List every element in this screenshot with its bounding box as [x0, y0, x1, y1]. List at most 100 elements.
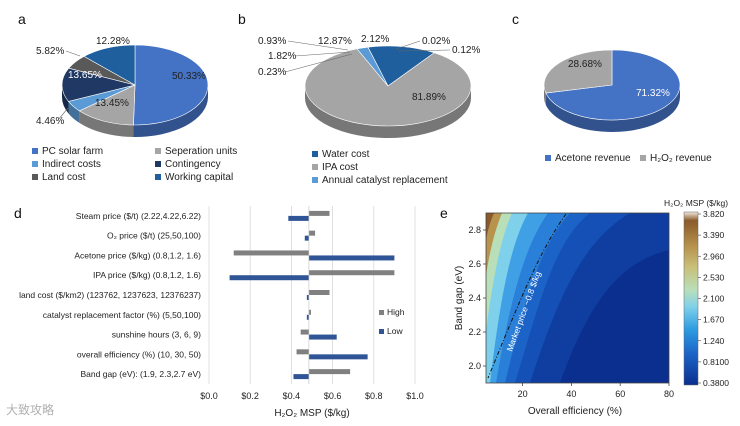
bar-d-category: IPA price ($/kg) (0.8,1.2, 1.6) [93, 270, 201, 280]
pie-a-slice-side-2 [68, 101, 80, 123]
pie-chart-c [543, 49, 681, 132]
colorbar-tick: 0.3800 [703, 378, 729, 388]
heatmap-e-xlabel: Overall efficiency (%) [528, 406, 622, 417]
pie-b-label-annual-catalyst: 2.12% [361, 34, 389, 45]
legend-d-low-swatch [379, 329, 384, 334]
legend-a-working-capital: Working capital [165, 172, 233, 183]
colorbar-tick: 3.390 [703, 230, 725, 240]
heatmap-e-ylabel: Band gap (eV) [454, 266, 465, 331]
heatmap-e-ytick: 2.0 [468, 361, 481, 371]
pie-b-label-water-cost: 12.87% [318, 36, 352, 47]
bar-d-category: land cost ($/km2) (123762, 1237623, 1237… [19, 290, 201, 300]
bar-d-high-bar [308, 270, 395, 276]
pie-a-slice-1 [78, 84, 136, 126]
bar-d-low-bar [293, 374, 309, 380]
tornado-chart-d-xticks: $0.0 $0.2 $0.4 $0.6 $0.8 $1.0 [200, 391, 424, 401]
pie-a-slice-5 [83, 44, 136, 86]
bar-d-high-bar [296, 349, 309, 355]
legend-a-indirect-costs: Indirect costs [42, 159, 101, 170]
pie-c-slice-side-0 [545, 85, 680, 132]
bar-d-low-bar [306, 314, 309, 320]
panel-label-e: e [440, 205, 448, 221]
bar-d-low-bar [229, 275, 309, 281]
bar-d-xtick: $1.0 [406, 391, 424, 401]
pie-a-label-pc-solar-farm: 50.33% [172, 71, 206, 82]
watermark: 大致攻略 [6, 403, 55, 417]
legend-d-high: High [387, 307, 405, 317]
bar-d-high-bar [308, 290, 330, 295]
heatmap-e-xtick: 60 [615, 389, 625, 399]
legend-c-h2o2: H₂O₂ revenue [650, 153, 712, 164]
bar-d-low-bar [288, 215, 309, 221]
tornado-chart-d-categories: Steam price ($/t) (2.22,4.22,6.22) O₂ pri… [19, 211, 201, 379]
legend-b: Water cost IPA cost Annual catalyst repl… [312, 149, 448, 186]
legend-a-land-cost: Land cost [42, 172, 86, 183]
colorbar-tick: 2.100 [703, 294, 725, 304]
bar-d-low-bar [308, 334, 337, 340]
bar-d-high-bar [308, 210, 330, 216]
heatmap-e-xtick: 40 [566, 389, 576, 399]
colorbar-tick: 2.960 [703, 251, 725, 261]
pie-b-slice-2 [356, 46, 389, 87]
colorbar-tick: 1.670 [703, 315, 725, 325]
legend-b-annual-catalyst: Annual catalyst replacement [322, 175, 448, 186]
heatmap-e-ytick: 2.2 [468, 327, 481, 337]
tornado-chart-d [208, 206, 416, 384]
bar-d-xtick: $0.0 [200, 391, 218, 401]
pie-b-label-other-2: 1.82% [268, 51, 296, 62]
pie-a-label-working-capital: 12.28% [96, 36, 130, 47]
pie-chart-b [304, 45, 472, 138]
bar-d-low-bar [308, 255, 395, 261]
pie-a-label-land-cost: 5.82% [36, 46, 64, 57]
bar-d-high-bar [308, 369, 351, 375]
pie-chart-a [61, 44, 209, 137]
pie-c-slice-0 [545, 49, 681, 121]
colorbar-tick: 3.820 [703, 209, 725, 219]
legend-c-acetone: Acetone revenue [555, 153, 631, 164]
pie-b-label-other-1: 0.93% [258, 36, 286, 47]
pie-c-slice-1 [543, 49, 613, 94]
heatmap-e-xtick: 80 [664, 389, 674, 399]
heatmap-e-xtick: 20 [518, 389, 528, 399]
bar-d-xtick: $0.4 [283, 391, 301, 401]
legend-d-low: Low [387, 326, 403, 336]
legend-c: Acetone revenue H₂O₂ revenue [545, 153, 712, 164]
pie-a-slice-3 [61, 67, 136, 102]
legend-a-seperation-units: Seperation units [165, 146, 237, 157]
heatmap-e-ytick: 2.6 [468, 259, 481, 269]
bar-d-xtick: $0.2 [241, 391, 259, 401]
pie-b-label-other-5: 0.12% [452, 45, 480, 56]
pie-a-label-seperation-units: 13.45% [95, 98, 129, 109]
colorbar-title: H₂O₂ MSP ($/kg) [664, 198, 728, 208]
bar-d-high-bar [233, 250, 309, 256]
bar-d-category: overall efficiency (%) (10, 30, 50) [77, 349, 201, 359]
legend-d-high-swatch [379, 310, 384, 315]
bar-d-category: catalyst replacement factor (%) (5,50,10… [43, 310, 201, 320]
bar-d-xtick: $0.6 [324, 391, 342, 401]
pie-b-label-other-4: 0.02% [422, 36, 450, 47]
bar-d-low-bar [308, 354, 368, 360]
pie-b-label-other-3: 0.23% [258, 67, 286, 78]
panel-label-c: c [512, 11, 519, 27]
pie-a-slice-side-3 [62, 85, 69, 114]
bar-d-high-bar [308, 309, 311, 315]
heatmap-e-ytick: 2.8 [468, 225, 481, 235]
legend-d: High Low [379, 307, 405, 336]
pie-c-label-h2o2: 28.68% [568, 59, 602, 70]
pie-a-label-contingency: 13.65% [68, 70, 102, 81]
panel-label-d: d [14, 205, 22, 221]
colorbar-tick: 2.530 [703, 272, 725, 282]
bar-d-high-bar [308, 230, 316, 236]
legend-a: PC solar farm Seperation units Indirect … [32, 146, 237, 183]
heatmap-e-ticks: 20 40 60 80 2.0 2.2 2.4 2.6 2.8 [468, 225, 674, 399]
pie-a-label-indirect-costs: 4.46% [36, 116, 64, 127]
panel-label-a: a [18, 11, 26, 27]
bar-d-category: Acetone price ($/kg) (0.8,1.2, 1.6) [74, 250, 201, 260]
bar-d-category: Band gap (eV): (1.9, 2.3,2.7 eV) [81, 369, 202, 379]
bar-d-low-bar [304, 235, 309, 241]
colorbar-tick: 1.240 [703, 336, 725, 346]
pie-b-label-ipa-cost: 81.89% [412, 92, 446, 103]
bar-d-high-bar [300, 329, 309, 335]
bar-d-category: Steam price ($/t) (2.22,4.22,6.22) [76, 211, 201, 221]
